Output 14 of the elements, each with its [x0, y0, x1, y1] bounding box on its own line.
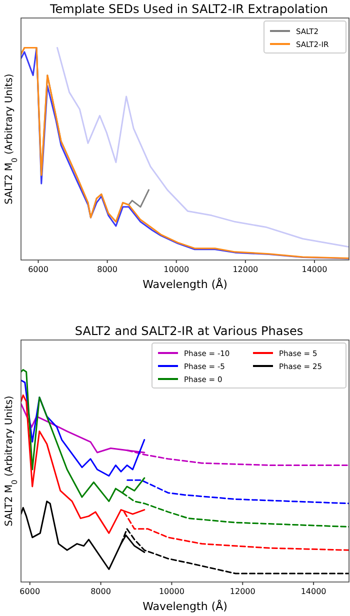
x-tick-label: 12000 — [230, 587, 256, 596]
x-tick-label: 6000 — [20, 587, 40, 596]
x-tick-label: 10000 — [164, 265, 190, 274]
x-tick-label: 8000 — [90, 587, 111, 596]
x-tick-label: 8000 — [97, 265, 118, 274]
x-tick-label: 14000 — [300, 587, 326, 596]
x-tick-label: 6000 — [28, 265, 48, 274]
x-axis-title: Wavelength (Å) — [142, 599, 228, 613]
x-tick-label: 14000 — [302, 265, 328, 274]
chart-title: SALT2 and SALT2-IR at Various Phases — [74, 324, 304, 338]
chart-title: Template SEDs Used in SALT2-IR Extrapolation — [48, 2, 328, 16]
x-tick-label: 10000 — [158, 587, 184, 596]
x-tick-label: 12000 — [232, 265, 258, 274]
x-axis-title: Wavelength (Å) — [142, 277, 228, 291]
